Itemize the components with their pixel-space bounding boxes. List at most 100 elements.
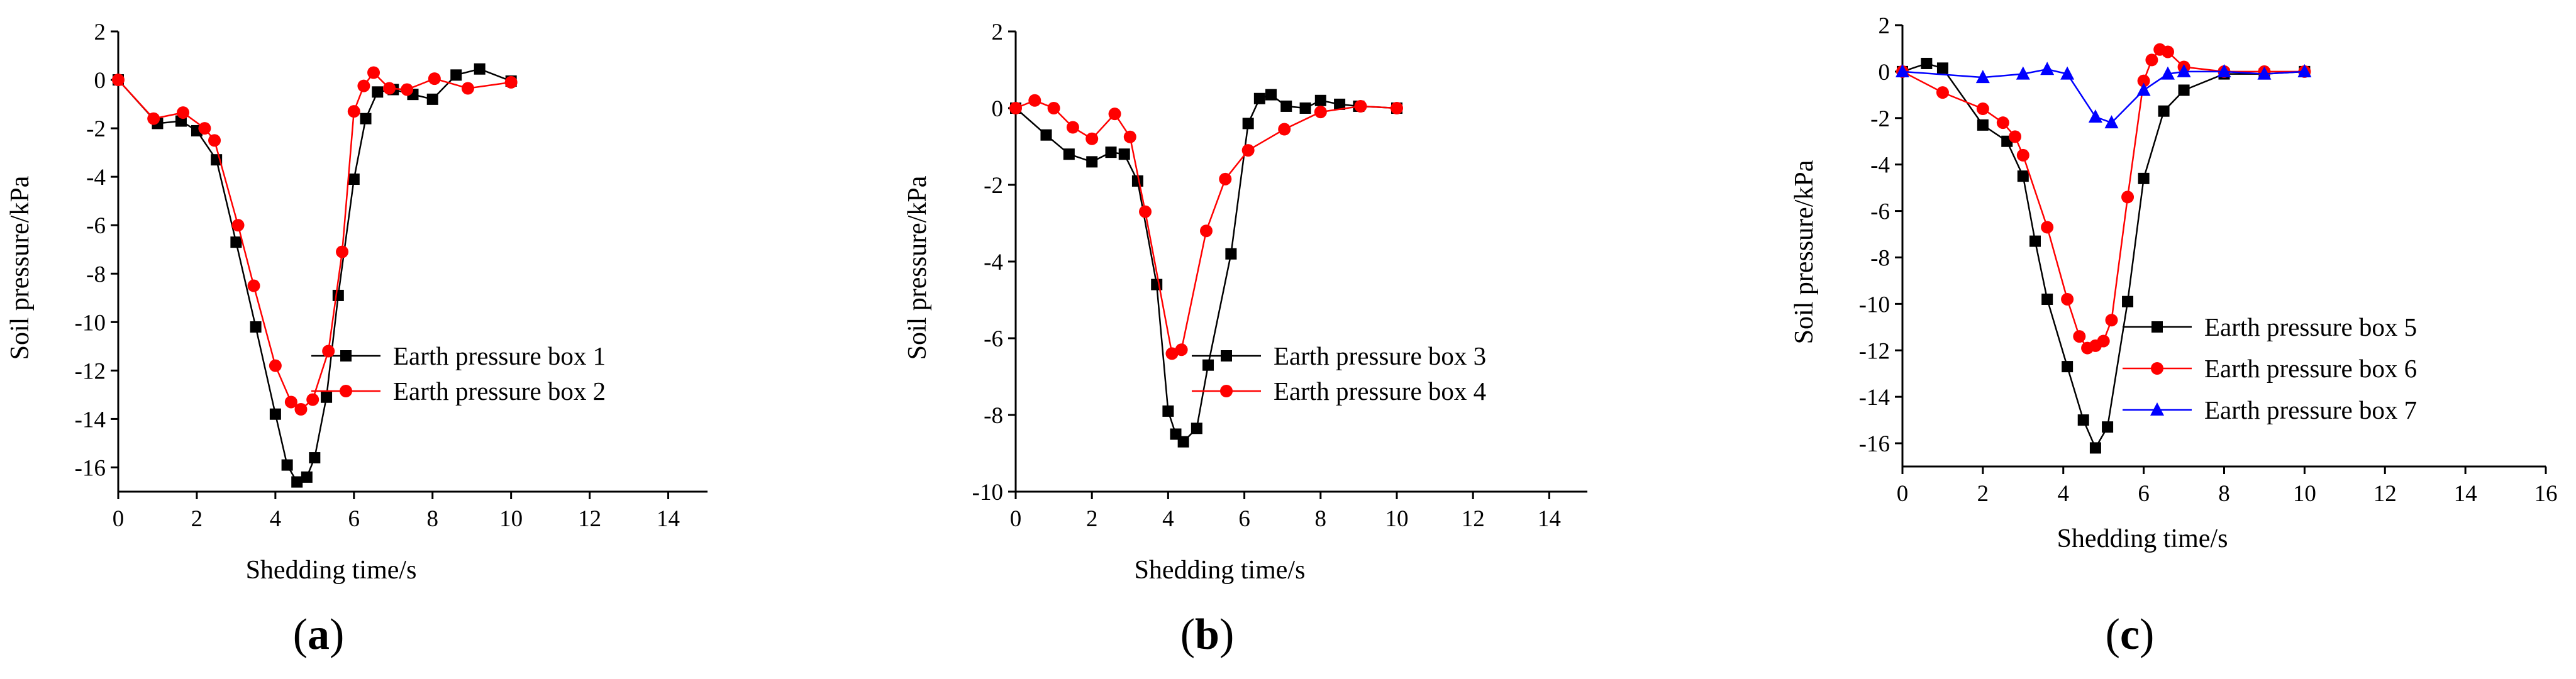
data-point bbox=[230, 236, 242, 248]
data-point bbox=[2122, 295, 2134, 307]
y-tick-label: -12 bbox=[75, 358, 106, 384]
panel-letter: a bbox=[308, 610, 330, 659]
data-point bbox=[2016, 66, 2030, 80]
data-point bbox=[504, 75, 518, 89]
data-point bbox=[1936, 86, 1949, 99]
data-point bbox=[1280, 100, 1292, 112]
chart-panel-b: 0 2 4 6 8 10 12 14 2 0 -2 -4 -6 -8 -10 Shedding time/s S… bbox=[903, 19, 1587, 659]
data-point bbox=[2178, 84, 2190, 96]
series-earth-pressure-box-4 bbox=[1009, 94, 1403, 360]
data-point bbox=[1009, 102, 1022, 114]
data-point bbox=[2161, 45, 2174, 58]
legend-item-earth-pressure-box-4: Earth pressure box 4 bbox=[1192, 377, 1486, 406]
data-point bbox=[1334, 98, 1346, 110]
data-point bbox=[1108, 108, 1121, 121]
y-tick-label: -4 bbox=[1870, 153, 1890, 179]
x-tick-label: 2 bbox=[1086, 506, 1098, 532]
data-point bbox=[372, 86, 384, 98]
x-tick-label: 12 bbox=[578, 506, 601, 532]
data-point bbox=[2177, 63, 2191, 77]
data-point bbox=[1165, 347, 1179, 360]
data-point bbox=[1975, 70, 1990, 84]
data-point bbox=[198, 122, 211, 135]
x-tick-label: 14 bbox=[657, 506, 680, 532]
y-tick-label: -10 bbox=[75, 310, 106, 336]
y-tick-label: -2 bbox=[1870, 106, 1890, 132]
legend-marker bbox=[1221, 350, 1232, 362]
data-point bbox=[1151, 279, 1163, 290]
x-tick-label: 0 bbox=[113, 506, 125, 532]
data-point bbox=[2160, 66, 2175, 80]
legend-item-earth-pressure-box-3: Earth pressure box 3 bbox=[1192, 341, 1486, 370]
x-tick-label: 6 bbox=[1238, 506, 1250, 532]
data-point bbox=[2137, 74, 2150, 87]
legend-label: Earth pressure box 4 bbox=[1274, 377, 1486, 406]
data-point bbox=[461, 82, 474, 95]
data-point bbox=[1265, 89, 1277, 101]
data-point bbox=[1028, 94, 1041, 107]
y-tick-label: 0 bbox=[1879, 60, 1890, 86]
data-point bbox=[2077, 414, 2089, 426]
data-point bbox=[250, 321, 262, 333]
legend-label: Earth pressure box 6 bbox=[2204, 354, 2417, 383]
data-point bbox=[2041, 293, 2053, 305]
data-point bbox=[321, 391, 333, 403]
y-tick-label: -16 bbox=[75, 455, 106, 481]
y-tick-label: -4 bbox=[86, 165, 106, 190]
data-point bbox=[357, 79, 370, 92]
chart-panel-c: 0 2 4 6 8 10 12 14 16 2 0 -2 -4 -6 -8 -10 -12 -14 -16 Shedd… bbox=[1790, 13, 2558, 659]
legend-marker bbox=[2150, 402, 2164, 416]
x-tick-label: 12 bbox=[1462, 506, 1485, 532]
x-axis-label: Shedding time/s bbox=[246, 556, 417, 585]
x-tick-label: 12 bbox=[2373, 481, 2397, 507]
series-earth-pressure-box-1 bbox=[113, 63, 517, 488]
series-earth-pressure-box-3 bbox=[1010, 89, 1402, 448]
x-tick-label: 4 bbox=[270, 506, 282, 532]
y-tick-label: -2 bbox=[984, 173, 1003, 199]
panel-letter: b bbox=[1195, 610, 1219, 659]
data-point bbox=[322, 345, 335, 358]
series-line bbox=[118, 68, 512, 483]
x-tick-label: 8 bbox=[1315, 506, 1327, 532]
data-point bbox=[1354, 99, 1367, 113]
data-point bbox=[177, 106, 190, 119]
legend-label: Earth pressure box 7 bbox=[2204, 395, 2417, 424]
data-point bbox=[2297, 63, 2312, 77]
legend-item-earth-pressure-box-2: Earth pressure box 2 bbox=[311, 377, 606, 406]
x-tick-label: 14 bbox=[1538, 506, 1561, 532]
data-point bbox=[2105, 314, 2118, 327]
legend-label: Earth pressure box 1 bbox=[393, 341, 606, 370]
series-earth-pressure-box-6 bbox=[1896, 43, 2311, 355]
y-tick-label: -12 bbox=[1859, 338, 1890, 364]
data-point bbox=[1139, 205, 1152, 218]
series-line bbox=[1902, 48, 2305, 350]
x-tick-label: 0 bbox=[1010, 506, 1022, 532]
y-tick-label: 2 bbox=[94, 19, 106, 45]
y-tick-label: -8 bbox=[1870, 245, 1890, 271]
data-point bbox=[360, 113, 372, 124]
y-tick-label: 0 bbox=[992, 96, 1004, 122]
y-tick-label: -2 bbox=[86, 116, 106, 142]
data-point bbox=[147, 112, 160, 125]
data-point bbox=[1977, 119, 1989, 131]
panel-letter: c bbox=[2120, 610, 2140, 659]
data-point bbox=[474, 63, 486, 75]
data-point bbox=[309, 452, 321, 464]
data-point bbox=[1241, 144, 1255, 157]
data-point bbox=[2089, 442, 2101, 454]
y-tick-label: -6 bbox=[984, 326, 1003, 352]
data-point bbox=[347, 105, 360, 118]
x-axis-label: Shedding time/s bbox=[2057, 524, 2228, 553]
x-tick-label: 4 bbox=[2058, 481, 2070, 507]
legend-marker bbox=[1220, 385, 1233, 397]
data-point bbox=[2138, 172, 2150, 184]
data-point bbox=[269, 359, 282, 372]
data-point bbox=[301, 471, 313, 483]
x-tick-label: 4 bbox=[1162, 506, 1174, 532]
data-point bbox=[450, 69, 462, 81]
data-point bbox=[1896, 63, 1909, 77]
panel-label: (c) bbox=[2106, 610, 2155, 659]
legend-item-earth-pressure-box-6: Earth pressure box 6 bbox=[2123, 354, 2417, 383]
x-tick-label: 10 bbox=[2293, 481, 2316, 507]
